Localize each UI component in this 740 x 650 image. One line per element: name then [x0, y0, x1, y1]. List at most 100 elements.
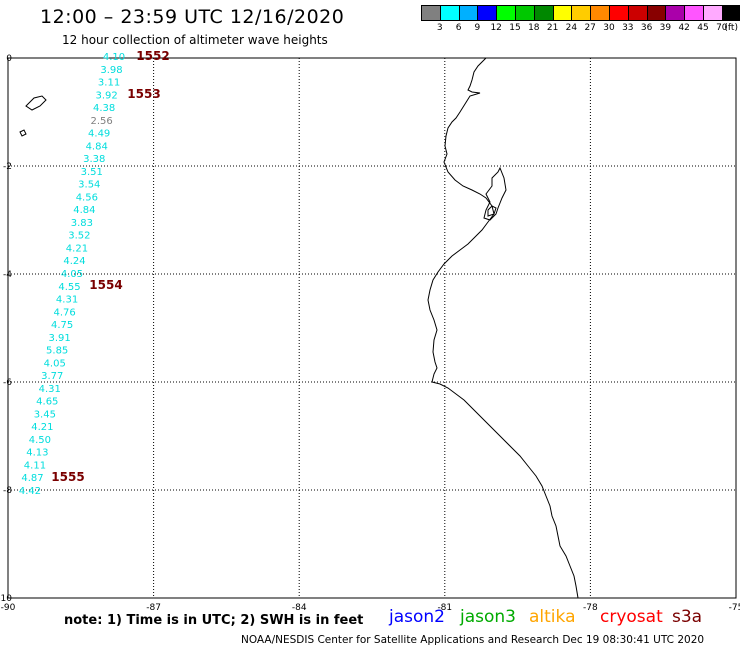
legend-swatch [722, 6, 740, 20]
wave-height-label: 4.56 [76, 192, 98, 203]
wave-height-label: 4.05 [44, 358, 66, 369]
legend-label: 27 [584, 23, 596, 33]
legend-label: 33 [622, 23, 634, 33]
satellite-name: altika [529, 607, 576, 627]
legend-label: 3 [436, 23, 443, 33]
legend-label: 45 [697, 23, 709, 33]
legend-label: 24 [565, 23, 578, 33]
legend-swatch [609, 6, 629, 20]
lon-tick-label: -84 [292, 603, 307, 613]
wave-height-label: 4.31 [56, 295, 78, 306]
legend-label: 6 [455, 23, 462, 33]
satellite-name: jason3 [460, 607, 516, 627]
legend-label: 36 [640, 23, 653, 33]
lat-tick-label: -6 [3, 378, 12, 388]
gulf-of-guayaquil [483, 166, 507, 221]
wave-height-label: 4.49 [88, 129, 110, 140]
satellite-name: jason2 [389, 607, 445, 627]
legend-swatch [553, 6, 573, 20]
coastline [19, 57, 579, 599]
wave-height-label: 4.31 [39, 384, 61, 395]
satellite-name: s3a [672, 607, 703, 627]
legend-swatch [666, 6, 686, 20]
wave-height-label: 4.76 [53, 307, 75, 318]
time-label: 1555 [51, 470, 84, 484]
map-grid [7, 57, 737, 599]
wave-height-label: 4.50 [29, 435, 51, 446]
wave-height-label: 4.84 [73, 205, 95, 216]
time-label: 1554 [89, 278, 122, 292]
wave-height-label: 4.55 [58, 282, 80, 293]
wave-height-label: 3.91 [49, 333, 71, 344]
legend-label: 18 [528, 23, 540, 33]
wave-height-label: 3.77 [41, 371, 63, 382]
wave-height-label: 5.85 [46, 346, 68, 357]
lon-tick-label: -81 [437, 603, 452, 613]
legend-swatch [572, 6, 592, 20]
wave-height-label: 3.54 [78, 180, 100, 191]
page-title: 12:00 – 23:59 UTC 12/16/2020 [40, 6, 345, 28]
legend-label: 30 [603, 23, 615, 33]
legend-label: 9 [474, 23, 481, 33]
legend-swatch [459, 6, 479, 20]
lat-tick-label: 0 [6, 54, 12, 64]
wave-height-label: 4.24 [63, 256, 85, 267]
wave-height-label: 4.38 [93, 103, 115, 114]
lat-tick-label: -10 [0, 594, 12, 604]
legend-label: (ft) [724, 23, 738, 33]
wave-height-label: 4.75 [51, 320, 73, 331]
legend-label: 12 [490, 23, 502, 33]
footer-note: note: 1) Time is in UTC; 2) SWH is in fe… [64, 613, 364, 628]
lon-tick-label: -90 [1, 603, 16, 613]
lon-tick-label: -75 [729, 603, 740, 613]
wave-height-label: 4.11 [24, 460, 46, 471]
wave-height-label: 3.98 [100, 65, 122, 76]
legend-label: 42 [678, 23, 690, 33]
wave-height-label: 3.11 [98, 78, 120, 89]
legend-swatch [703, 6, 723, 20]
legend-label: 39 [659, 23, 672, 33]
wave-height-label: 4.42 [19, 486, 41, 497]
wave-height-label: 4.21 [31, 422, 53, 433]
legend-swatch [422, 6, 441, 20]
galapagos-isabela [25, 95, 47, 111]
legend-swatch [534, 6, 554, 20]
time-label: 1552 [136, 49, 169, 63]
wave-height-label: 4.65 [36, 397, 58, 408]
wave-height-label: 4.05 [61, 269, 83, 280]
legend-label: 15 [509, 23, 521, 33]
page-subtitle: 12 hour collection of altimeter wave hei… [62, 33, 328, 47]
wave-height-label: 3.52 [68, 231, 90, 242]
legend-swatch [497, 6, 516, 20]
mainland-coast [427, 57, 579, 599]
satellite-name: cryosat [600, 607, 663, 627]
wave-height-label: 4.10 [103, 52, 125, 63]
wave-height-label: 3.92 [95, 90, 117, 101]
lon-tick-label: -87 [146, 603, 161, 613]
legend-swatch [591, 6, 610, 20]
legend-swatch [647, 6, 667, 20]
wave-height-label: 3.45 [34, 409, 56, 420]
wave-height-label: 2.56 [91, 116, 113, 127]
wave-height-label: 3.83 [71, 218, 93, 229]
wave-height-label: 4.87 [21, 473, 43, 484]
lat-tick-label: -4 [3, 270, 12, 280]
legend-label: 21 [546, 23, 559, 33]
puna-island [487, 205, 497, 217]
wave-height-label: 4.84 [86, 141, 108, 152]
legend-swatch [478, 6, 498, 20]
legend-swatch [515, 6, 535, 20]
legend-swatch [628, 6, 648, 20]
legend-label: 70 [716, 23, 728, 33]
credit-line: NOAA/NESDIS Center for Satellite Applica… [241, 634, 705, 646]
legend-swatches [421, 5, 740, 21]
lat-tick-label: -2 [3, 162, 12, 172]
time-label: 1553 [127, 87, 160, 101]
legend-labels: 3 6 9 12 15 18 21 24 27 30 33 36 39 42 45 70 (ft) [421, 21, 740, 33]
map-axis-labels: -90 -87 -84 -81 -78 -75 0 -2 -4 -6 -8 -10 [0, 54, 740, 613]
legend-swatch [440, 6, 460, 20]
map-frame [7, 57, 737, 599]
galapagos-small-island [19, 129, 27, 137]
wave-height-label: 3.51 [81, 167, 103, 178]
